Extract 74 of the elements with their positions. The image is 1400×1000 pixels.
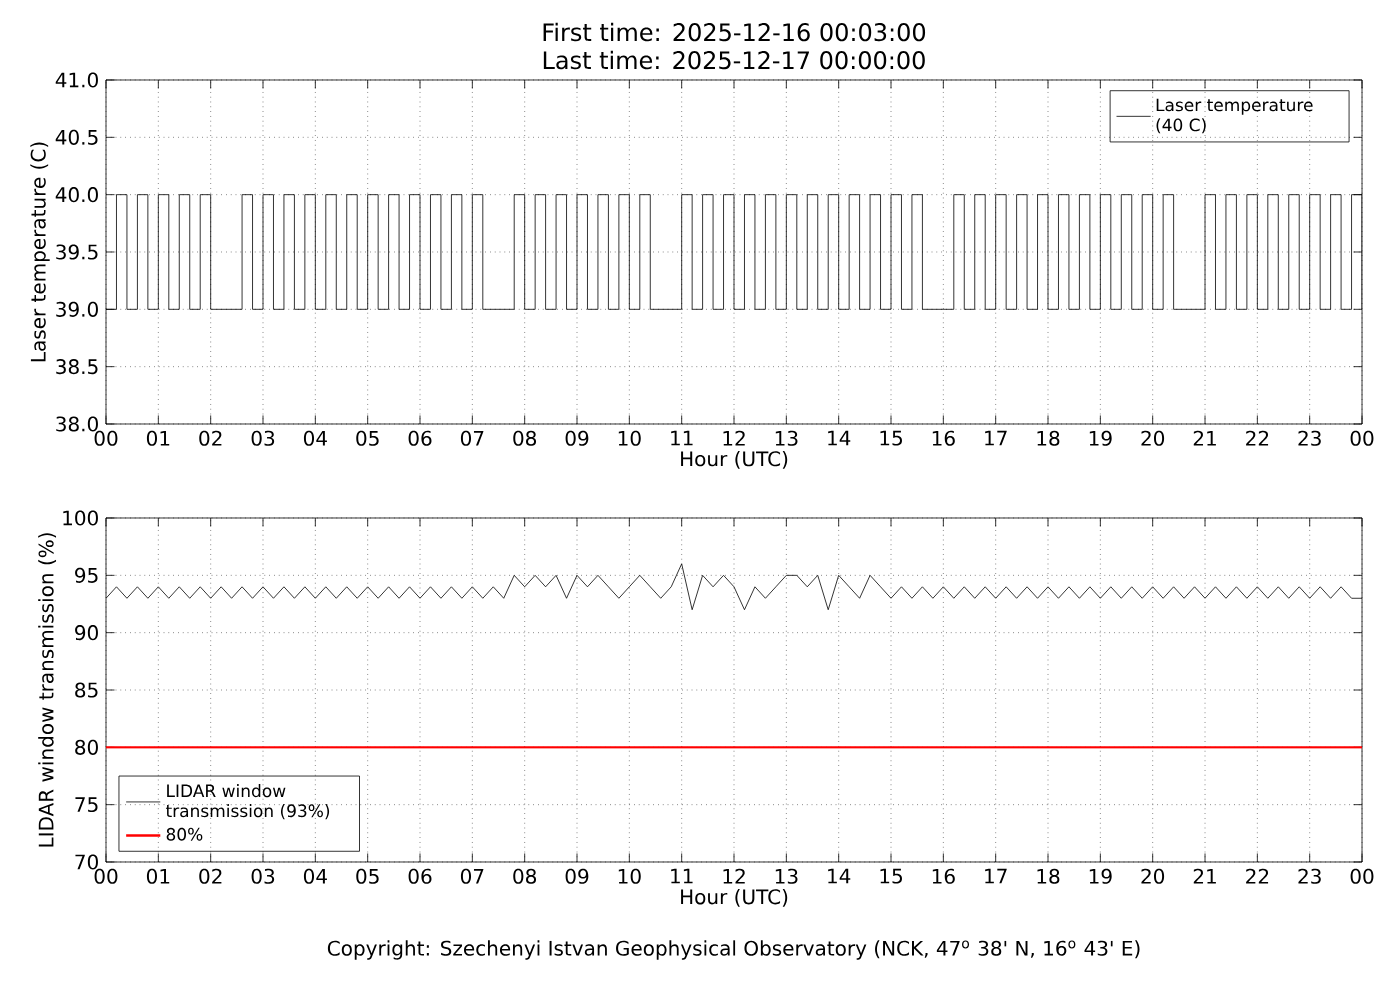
x-tick-label: 10	[618, 430, 641, 446]
x-tick-label: 16	[932, 430, 955, 446]
x-tick-label: 21	[1193, 868, 1216, 884]
x-tick-label: 22	[1246, 868, 1269, 884]
x-tick-label: 11	[671, 868, 693, 884]
x-tick-label: 23	[1298, 868, 1321, 884]
y-tick-label: 80	[75, 739, 98, 755]
y-tick-label: 95	[75, 567, 98, 583]
x-tick-label: 21	[1193, 430, 1216, 446]
x-tick-label: 06	[408, 868, 432, 884]
y-tick-label: 100	[63, 510, 98, 526]
x-tick-label: 20	[1141, 430, 1165, 446]
x-tick-label: 15	[880, 430, 902, 446]
x-tick-label: 03	[251, 430, 275, 446]
x-tick-label: 05	[356, 868, 379, 884]
x-tick-label: 14	[828, 868, 851, 884]
y-tick-label: 70	[75, 854, 98, 870]
x-tick-label: 07	[460, 868, 484, 884]
legend-label: LIDAR window transmission (93%)	[165, 784, 330, 820]
y-tick-label: 38.0	[56, 416, 98, 432]
x-tick-label: 17	[985, 430, 1007, 446]
x-tick-label: 13	[775, 868, 798, 884]
x-tick-label: 23	[1298, 430, 1321, 446]
x-tick-label: 02	[199, 430, 222, 446]
x-tick-label: 06	[408, 430, 432, 446]
x-tick-label: 19	[1089, 868, 1112, 884]
y-tick-label: 90	[75, 625, 98, 641]
x-tick-label: 15	[880, 868, 902, 884]
x-tick-label: 04	[303, 868, 327, 884]
legend-label: Laser temperature (40 C)	[1156, 98, 1313, 134]
x-axis-title: Hour (UTC)	[681, 888, 788, 907]
x-tick-label: 04	[303, 430, 327, 446]
text: Copyright: Szechenyi Istvan Geophysical Observatory (NCK, 47$^{o}$ 38' N, 16$^{o}$ 43' E)	[327, 940, 1140, 960]
y-tick-label: 75	[75, 797, 98, 813]
y-axis-title: LIDAR window transmission (%)	[38, 533, 57, 847]
x-tick-label: 10	[618, 868, 641, 884]
x-tick-label: 08	[513, 868, 537, 884]
x-tick-label: 12	[723, 430, 745, 446]
x-tick-label: 20	[1141, 868, 1165, 884]
y-tick-label: 39.5	[56, 244, 98, 260]
x-tick-label: 00	[1350, 430, 1374, 446]
x-tick-label: 19	[1089, 430, 1112, 446]
x-tick-label: 12	[723, 868, 745, 884]
x-tick-label: 16	[932, 868, 955, 884]
y-tick-label: 85	[75, 682, 98, 698]
chart-subtitle: Last time: 2025-12-17 00:00:00	[543, 50, 925, 70]
x-tick-label: 14	[828, 430, 851, 446]
x-axis-title: Hour (UTC)	[681, 450, 788, 469]
x-tick-label: 01	[146, 868, 170, 884]
chart-title: First time: 2025-12-16 00:03:00	[543, 22, 926, 42]
x-tick-label: 07	[460, 430, 484, 446]
x-tick-label: 00	[1350, 868, 1374, 884]
x-tick-label: 02	[199, 868, 222, 884]
x-tick-label: 01	[146, 430, 170, 446]
y-tick-label: 39.0	[56, 301, 98, 317]
x-tick-label: 09	[565, 430, 589, 446]
y-tick-label: 41.0	[55, 72, 98, 88]
x-tick-label: 00	[94, 868, 118, 884]
x-tick-label: 22	[1246, 430, 1269, 446]
x-tick-label: 00	[94, 430, 118, 446]
x-tick-label: 18	[1037, 430, 1060, 446]
x-tick-label: 13	[775, 430, 798, 446]
x-tick-label: 18	[1037, 868, 1060, 884]
y-axis-title: Laser temperature (C)	[30, 142, 50, 362]
y-tick-label: 40.0	[55, 187, 98, 203]
legend-label: 80%	[166, 827, 203, 841]
x-tick-label: 17	[985, 868, 1007, 884]
x-tick-label: 11	[671, 430, 693, 446]
x-tick-label: 08	[513, 430, 537, 446]
y-tick-label: 38.5	[56, 359, 98, 375]
x-tick-label: 03	[251, 868, 275, 884]
x-tick-label: 05	[356, 430, 379, 446]
x-tick-label: 09	[565, 868, 589, 884]
y-tick-label: 40.5	[55, 129, 98, 145]
